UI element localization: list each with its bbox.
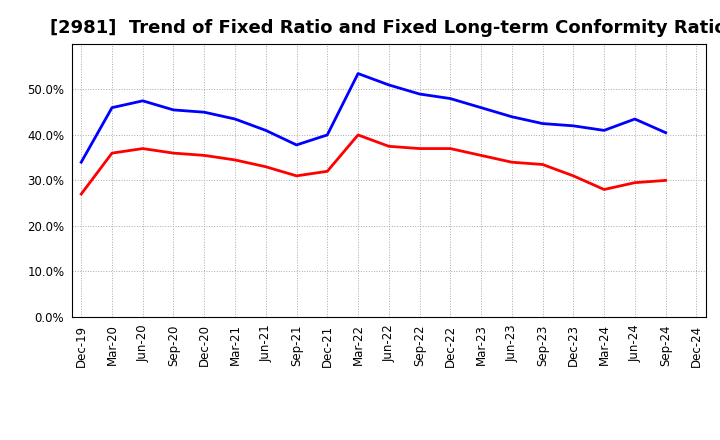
Fixed Ratio: [508, 114, 516, 119]
Fixed Ratio: [569, 123, 577, 128]
Fixed Ratio: [415, 92, 424, 97]
Line: Fixed Long-term Conformity Ratio: Fixed Long-term Conformity Ratio: [81, 135, 665, 194]
Fixed Ratio: [323, 132, 332, 138]
Fixed Long-term Conformity Ratio: [77, 191, 86, 197]
Fixed Ratio: [354, 71, 362, 76]
Line: Fixed Ratio: Fixed Ratio: [81, 73, 665, 162]
Fixed Long-term Conformity Ratio: [415, 146, 424, 151]
Fixed Long-term Conformity Ratio: [292, 173, 301, 179]
Fixed Long-term Conformity Ratio: [539, 162, 547, 167]
Fixed Long-term Conformity Ratio: [138, 146, 147, 151]
Fixed Long-term Conformity Ratio: [477, 153, 485, 158]
Fixed Long-term Conformity Ratio: [261, 164, 270, 169]
Fixed Long-term Conformity Ratio: [569, 173, 577, 179]
Fixed Long-term Conformity Ratio: [661, 178, 670, 183]
Fixed Ratio: [446, 96, 454, 101]
Fixed Long-term Conformity Ratio: [354, 132, 362, 138]
Fixed Ratio: [631, 116, 639, 121]
Fixed Ratio: [600, 128, 608, 133]
Fixed Long-term Conformity Ratio: [631, 180, 639, 185]
Fixed Long-term Conformity Ratio: [323, 169, 332, 174]
Fixed Long-term Conformity Ratio: [446, 146, 454, 151]
Fixed Ratio: [230, 116, 239, 121]
Fixed Long-term Conformity Ratio: [108, 150, 117, 156]
Fixed Long-term Conformity Ratio: [169, 150, 178, 156]
Fixed Ratio: [661, 130, 670, 136]
Title: [2981]  Trend of Fixed Ratio and Fixed Long-term Conformity Ratio: [2981] Trend of Fixed Ratio and Fixed Lo…: [50, 19, 720, 37]
Legend: Fixed Ratio, Fixed Long-term Conformity Ratio: Fixed Ratio, Fixed Long-term Conformity …: [172, 438, 606, 440]
Fixed Ratio: [200, 110, 209, 115]
Fixed Ratio: [169, 107, 178, 113]
Fixed Long-term Conformity Ratio: [200, 153, 209, 158]
Fixed Long-term Conformity Ratio: [600, 187, 608, 192]
Fixed Long-term Conformity Ratio: [384, 143, 393, 149]
Fixed Ratio: [292, 142, 301, 147]
Fixed Ratio: [477, 105, 485, 110]
Fixed Long-term Conformity Ratio: [230, 158, 239, 163]
Fixed Ratio: [77, 160, 86, 165]
Fixed Ratio: [108, 105, 117, 110]
Fixed Ratio: [261, 128, 270, 133]
Fixed Ratio: [539, 121, 547, 126]
Fixed Long-term Conformity Ratio: [508, 160, 516, 165]
Fixed Ratio: [138, 98, 147, 103]
Fixed Ratio: [384, 82, 393, 88]
